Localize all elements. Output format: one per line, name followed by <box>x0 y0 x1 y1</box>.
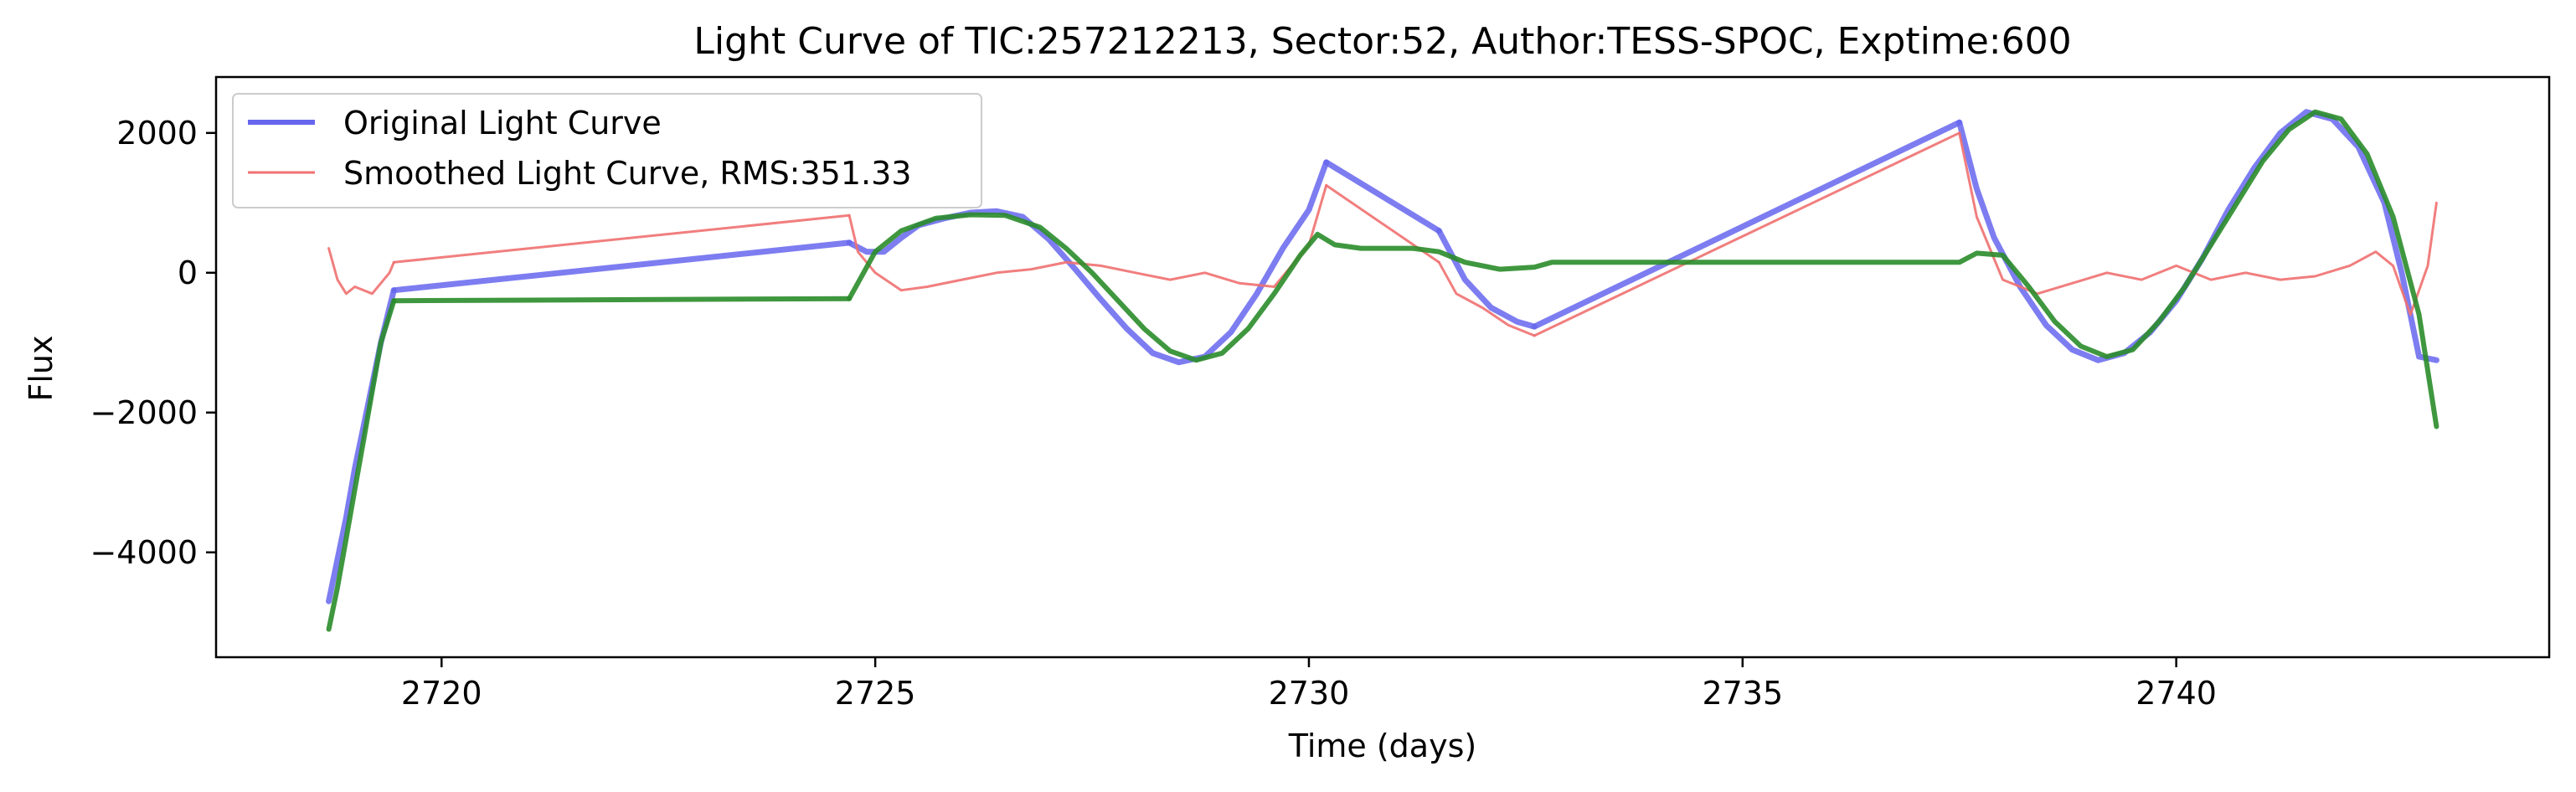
y-tick-label-0: −4000 <box>90 534 198 571</box>
x-tick-label-1: 2725 <box>835 675 916 712</box>
series-0-segment-2 <box>846 159 1330 366</box>
x-tick-label-4: 2740 <box>2136 675 2217 712</box>
plot-frame <box>214 75 2551 659</box>
x-tick-label-2: 2730 <box>1269 675 1350 712</box>
y-axis-ticks: −4000 −2000 0 2000 <box>90 115 216 571</box>
series-2-segment-2 <box>847 109 2439 429</box>
y-tick-label-2: 0 <box>178 255 198 291</box>
series-1-segment-1 <box>392 213 851 264</box>
chart-title: Light Curve of TIC:257212213, Sector:52,… <box>693 20 2071 63</box>
x-tick-label-0: 2720 <box>401 675 482 712</box>
series-1-segment-4 <box>1437 260 1536 337</box>
series-2-segment-1 <box>391 296 853 304</box>
series-1-segment-0 <box>327 247 395 296</box>
x-axis-label: Time (days) <box>1288 728 1476 764</box>
series-2-segment-0 <box>326 298 397 632</box>
x-axis-ticks: 2720 2725 2730 2735 2740 <box>401 657 2217 712</box>
y-tick-label-3: 2000 <box>116 115 198 152</box>
series-0-segment-1 <box>390 239 853 294</box>
series-0-segment-5 <box>1531 119 1963 330</box>
series-1-segment-2 <box>848 183 1328 292</box>
x-tick-label-3: 2735 <box>1702 675 1783 712</box>
y-axis-label: Flux <box>23 336 59 402</box>
plot-area <box>326 109 2439 632</box>
series-0-segment-3 <box>1323 159 1442 234</box>
legend-label-original: Original Light Curve <box>343 105 662 141</box>
y-tick-label-1: −2000 <box>90 394 198 431</box>
series-1-segment-5 <box>1533 131 1961 337</box>
legend-label-smoothed: Smoothed Light Curve, RMS:351.33 <box>343 155 911 192</box>
legend-box <box>232 93 982 208</box>
legend: Original Light Curve Smoothed Light Curv… <box>232 93 982 208</box>
series-0-segment-4 <box>1435 228 1538 330</box>
